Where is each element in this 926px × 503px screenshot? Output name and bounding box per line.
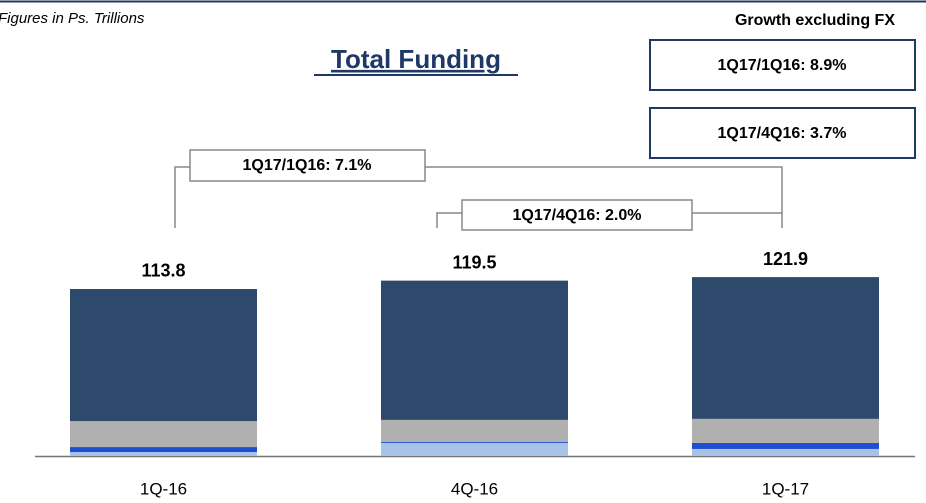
bracket [174, 166, 190, 228]
x-tick-label: 1Q-17 [762, 479, 809, 498]
bar-segment [381, 441, 568, 443]
fx-heading: Growth excluding FX [735, 12, 895, 29]
total-label: 113.8 [141, 261, 185, 281]
bar-segment [70, 447, 257, 453]
brackets [174, 166, 783, 228]
bar-segment [70, 421, 257, 448]
bracket-box [189, 149, 426, 182]
fx-box [649, 107, 916, 159]
bar-segment [692, 442, 879, 449]
bar-segment [381, 419, 568, 442]
fx-box [649, 39, 916, 91]
x-tick-label: 1Q-16 [140, 479, 187, 498]
bracket-box [461, 199, 693, 231]
bar-segment [70, 288, 257, 422]
bracket [425, 166, 783, 228]
bar-segment [70, 452, 257, 456]
total-label: 121.9 [763, 249, 808, 269]
fx-yoy: 1Q17/1Q16: 8.9% [718, 57, 847, 74]
bracket [436, 212, 462, 228]
qoq-label: 1Q17/4Q16: 2.0% [513, 207, 642, 224]
yoy-label: 1Q17/1Q16: 7.1% [243, 157, 372, 174]
x-tick-label: 4Q-16 [451, 479, 498, 498]
total-label: 119.5 [452, 252, 496, 272]
fx-qoq: 1Q17/4Q16: 3.7% [718, 125, 847, 142]
bar-segment [381, 442, 568, 456]
bar-segment [692, 277, 879, 419]
subtitle: Figures in Ps. Trillions [0, 10, 145, 27]
bar-segment [692, 448, 879, 456]
bar-segment [381, 280, 568, 420]
chart-title: Total Funding [331, 44, 501, 74]
bar-segment [692, 418, 879, 443]
